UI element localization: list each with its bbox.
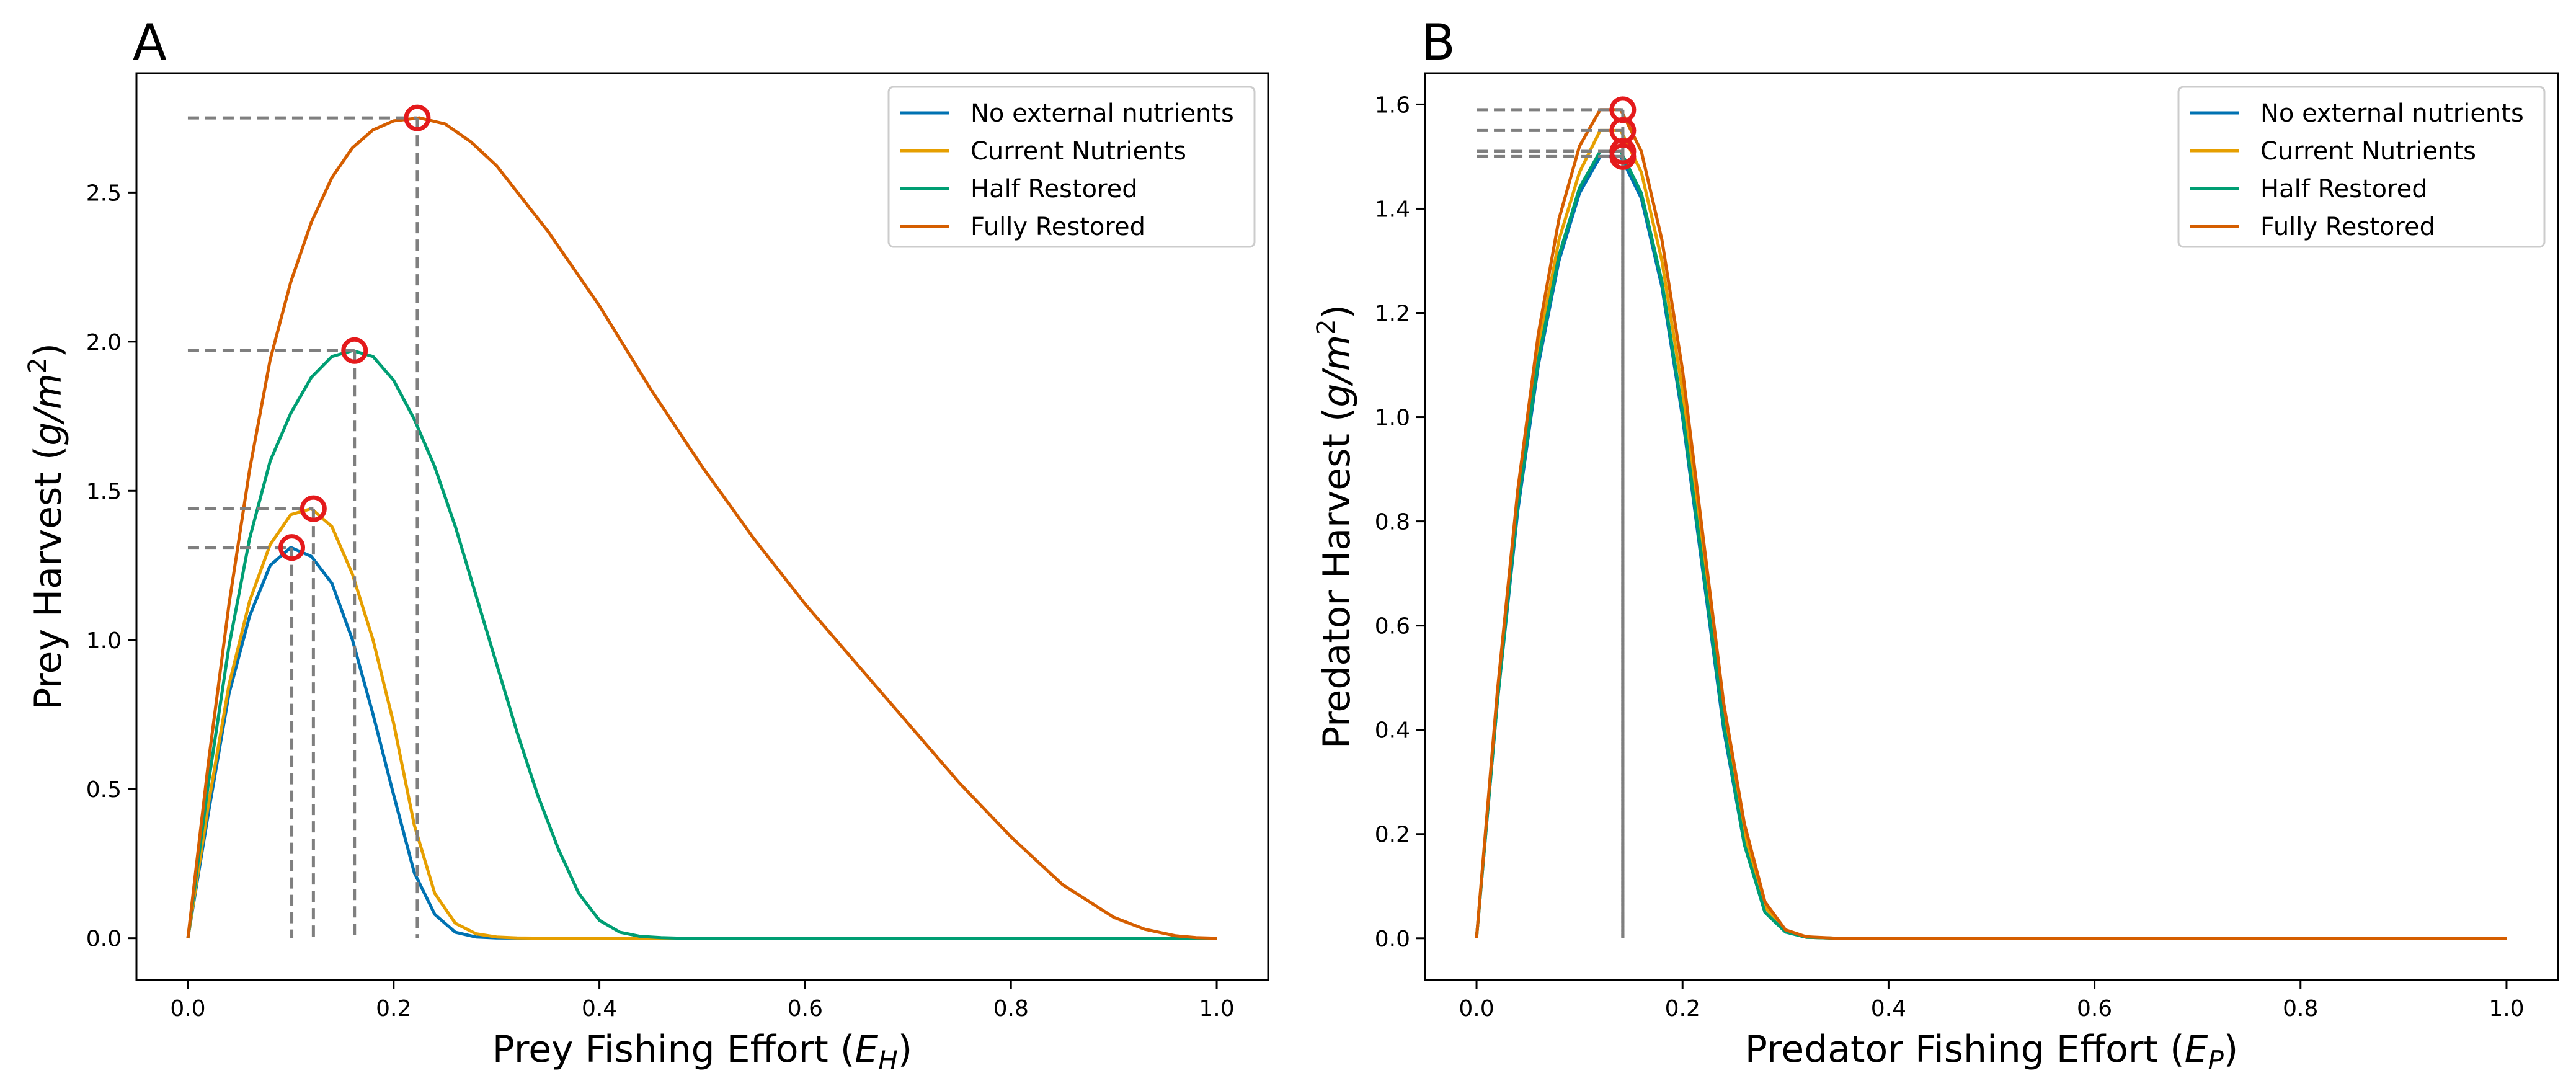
y-axis-title-unit: g/m	[1315, 335, 1359, 407]
x-tick-label: 0.6	[2077, 996, 2112, 1022]
x-axis-title-text: Predator Fishing Effort (	[1745, 1028, 2185, 1071]
series-line-1	[1475, 128, 2507, 940]
x-axis-title-sub: H	[878, 1045, 898, 1075]
y-axis-title-close: )	[27, 343, 70, 357]
legend-label-0: No external nutrients	[2260, 99, 2524, 128]
legend-label-1: Current Nutrients	[970, 137, 1186, 166]
y-tick-label: 0.4	[1375, 718, 1410, 744]
series-line-2	[186, 349, 1217, 940]
y-axis-title-text: Predator Harvest (	[1315, 407, 1359, 749]
y-tick-label: 0.6	[1375, 614, 1410, 639]
y-axis-title: Predator Harvest (g/m2)	[1312, 305, 1359, 749]
optimum-marker-3	[404, 104, 431, 131]
y-axis-title-unit: g/m	[27, 373, 70, 446]
x-tick-label: 0.2	[1665, 996, 1700, 1022]
optimum-marker-3	[1609, 96, 1637, 123]
x-axis-title-sub: P	[2208, 1045, 2224, 1075]
series-line-3	[186, 116, 1217, 940]
legend-label-2: Half Restored	[2260, 175, 2428, 203]
x-axis-title: Predator Fishing Effort (EP)	[1745, 1028, 2238, 1075]
legend-box	[2177, 86, 2546, 248]
legend-label-1: Current Nutrients	[2260, 137, 2476, 166]
optimum-marker-2	[1609, 138, 1637, 165]
x-axis-title-var: E	[2185, 1028, 2208, 1071]
y-tick-label: 2.0	[86, 330, 122, 355]
legend-label-3: Fully Restored	[970, 213, 1145, 241]
y-axis-title-sup: 2	[24, 358, 52, 373]
x-axis-title-close: )	[898, 1028, 912, 1071]
y-axis-title-text: Prey Harvest (	[27, 446, 70, 710]
series-line-2	[1475, 149, 2507, 940]
y-tick-label: 0.2	[1375, 822, 1410, 848]
x-tick-label: 0.8	[993, 996, 1029, 1022]
optimum-marker-0	[278, 534, 306, 561]
y-axis-title: Prey Harvest (g/m2)	[24, 343, 70, 710]
legend-box	[887, 86, 1256, 248]
axes-frame	[135, 72, 1269, 981]
panel-label: A	[133, 14, 167, 71]
legend-label-3: Fully Restored	[2260, 213, 2435, 241]
x-axis-title-close: )	[2224, 1028, 2238, 1071]
series-line-0	[186, 546, 1217, 940]
y-tick-label: 1.0	[1375, 406, 1410, 431]
panel-b: B 0.0 0.2 0.4 0.6 0.8 1.0 0.0 0.2 0.4 0.6 0.8 1.0 1.2…	[1312, 14, 2559, 1075]
series-line-3	[1475, 108, 2507, 940]
y-tick-label: 1.4	[1375, 197, 1410, 222]
x-tick-label: 1.0	[1199, 996, 1234, 1022]
x-tick-label: 0.2	[376, 996, 411, 1022]
optimum-marker-2	[341, 337, 368, 364]
x-axis-title-var: E	[855, 1028, 878, 1071]
y-tick-label: 0.0	[1375, 927, 1410, 952]
y-tick-label: 2.5	[86, 180, 122, 206]
x-axis-title: Prey Fishing Effort (EH)	[492, 1028, 913, 1075]
y-axis-title-close: )	[1315, 305, 1359, 319]
axes-frame	[1424, 72, 2559, 981]
y-tick-label: 0.5	[86, 777, 122, 803]
x-tick-label: 1.0	[2489, 996, 2524, 1022]
x-tick-label: 0.0	[1459, 996, 1494, 1022]
legend-label-2: Half Restored	[970, 175, 1138, 203]
legend: No external nutrients Current Nutrients Ha…	[2177, 86, 2546, 248]
y-tick-label: 0.8	[1375, 510, 1410, 535]
optimum-marker-1	[300, 495, 327, 522]
x-axis-title-text: Prey Fishing Effort (	[492, 1028, 855, 1071]
panel-label: B	[1421, 14, 1455, 71]
x-tick-label: 0.6	[788, 996, 823, 1022]
y-tick-label: 1.2	[1375, 301, 1410, 327]
x-tick-label: 0.8	[2283, 996, 2318, 1022]
series-line-0	[1475, 154, 2507, 940]
y-axis-title-sup: 2	[1312, 319, 1341, 334]
y-tick-label: 0.0	[86, 927, 122, 952]
series-line-1	[186, 507, 1217, 940]
y-tick-label: 1.5	[86, 479, 122, 504]
y-tick-label: 1.0	[86, 628, 122, 654]
y-tick-label: 1.6	[1375, 92, 1410, 118]
x-tick-label: 0.0	[170, 996, 205, 1022]
panel-a: A 0.0 0.2 0.4 0.6 0.8 1.0 0.0 0.5 1.0 1.5 2.0 2.5 Pre…	[24, 14, 1269, 1075]
x-tick-label: 0.4	[582, 996, 617, 1022]
legend-label-0: No external nutrients	[970, 99, 1234, 128]
x-tick-label: 0.4	[1871, 996, 1906, 1022]
legend: No external nutrients Current Nutrients Ha…	[887, 86, 1256, 248]
